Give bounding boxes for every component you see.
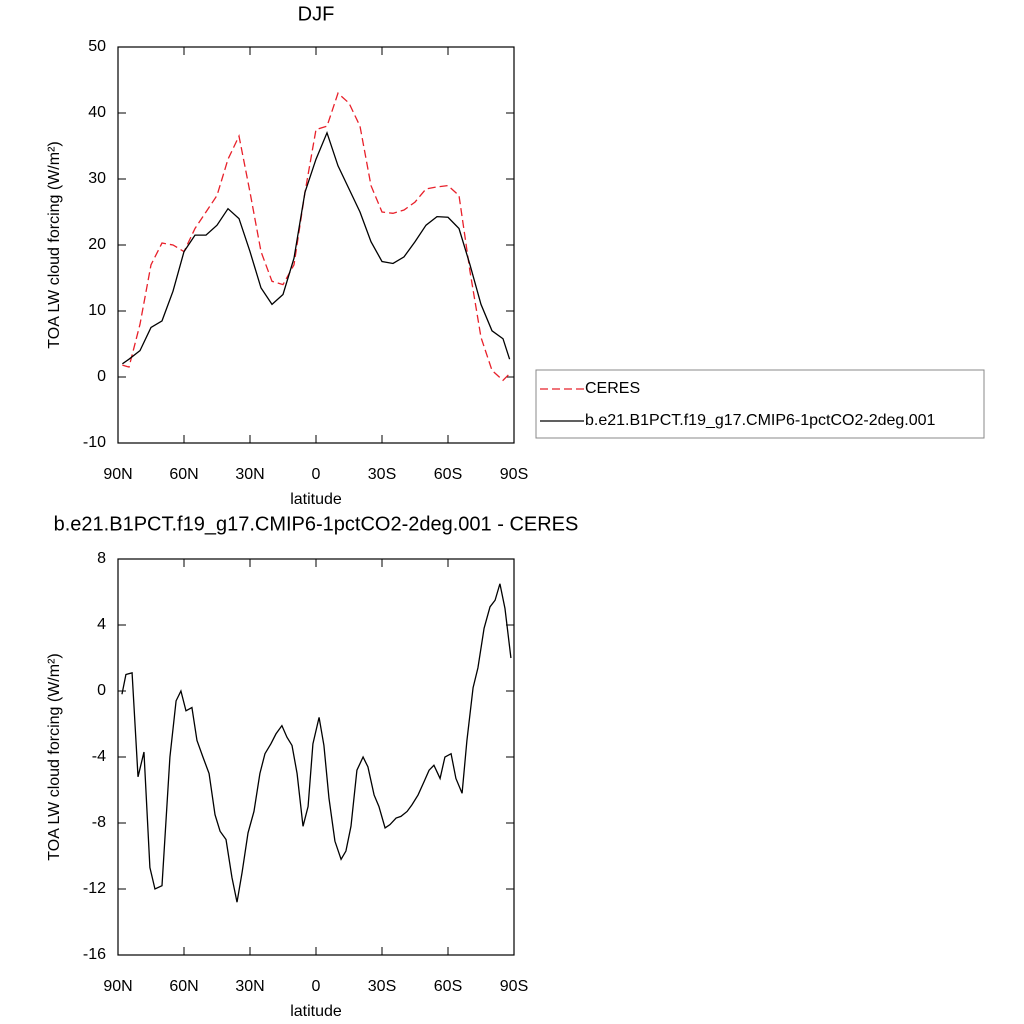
x-tick-label: 90N <box>103 466 132 483</box>
plot-frame <box>117 558 515 956</box>
y-tick-label: -4 <box>92 748 106 765</box>
x-tick-label: 90N <box>103 978 132 995</box>
y-tick-label: 40 <box>88 104 106 121</box>
y-tick-label: -16 <box>83 946 106 963</box>
y-tick-label: 8 <box>97 550 106 567</box>
x-tick-label: 60S <box>434 466 462 483</box>
y-tick-label: 0 <box>97 368 106 385</box>
x-tick-label: 90S <box>500 978 528 995</box>
x-tick-label: 60N <box>169 466 198 483</box>
y-tick-label: 30 <box>88 170 106 187</box>
x-tick-label: 30N <box>235 466 264 483</box>
y-tick-label: 0 <box>97 682 106 699</box>
x-tick-label: 60N <box>169 978 198 995</box>
chart-title: DJF <box>298 3 335 25</box>
y-axis-label: TOA LW cloud forcing (W/m²) <box>46 653 63 860</box>
x-tick-label: 30S <box>368 466 396 483</box>
y-tick-label: 4 <box>97 616 106 633</box>
chart-title: b.e21.B1PCT.f19_g17.CMIP6-1pctCO2-2deg.0… <box>54 513 579 535</box>
y-tick-label: -12 <box>83 880 106 897</box>
x-tick-label: 30N <box>235 978 264 995</box>
x-axis-label: latitude <box>290 1003 342 1020</box>
data-line <box>122 92 511 382</box>
legend-box <box>535 369 985 439</box>
x-axis-label: latitude <box>290 491 342 508</box>
x-tick-label: 0 <box>312 466 321 483</box>
x-tick-label: 30S <box>368 978 396 995</box>
y-tick-label: 20 <box>88 236 106 253</box>
y-axis-label: TOA LW cloud forcing (W/m²) <box>46 141 63 348</box>
legend-label: CERES <box>585 380 640 397</box>
y-tick-label: -10 <box>83 434 106 451</box>
legend-label: b.e21.B1PCT.f19_g17.CMIP6-1pctCO2-2deg.0… <box>585 412 936 429</box>
x-tick-label: 90S <box>500 466 528 483</box>
data-line <box>122 130 511 365</box>
y-tick-label: -8 <box>92 814 106 831</box>
x-tick-label: 0 <box>312 978 321 995</box>
plot-frame <box>117 46 515 444</box>
y-tick-label: 50 <box>88 38 106 55</box>
x-tick-label: 60S <box>434 978 462 995</box>
data-line <box>121 583 512 903</box>
y-tick-label: 10 <box>88 302 106 319</box>
